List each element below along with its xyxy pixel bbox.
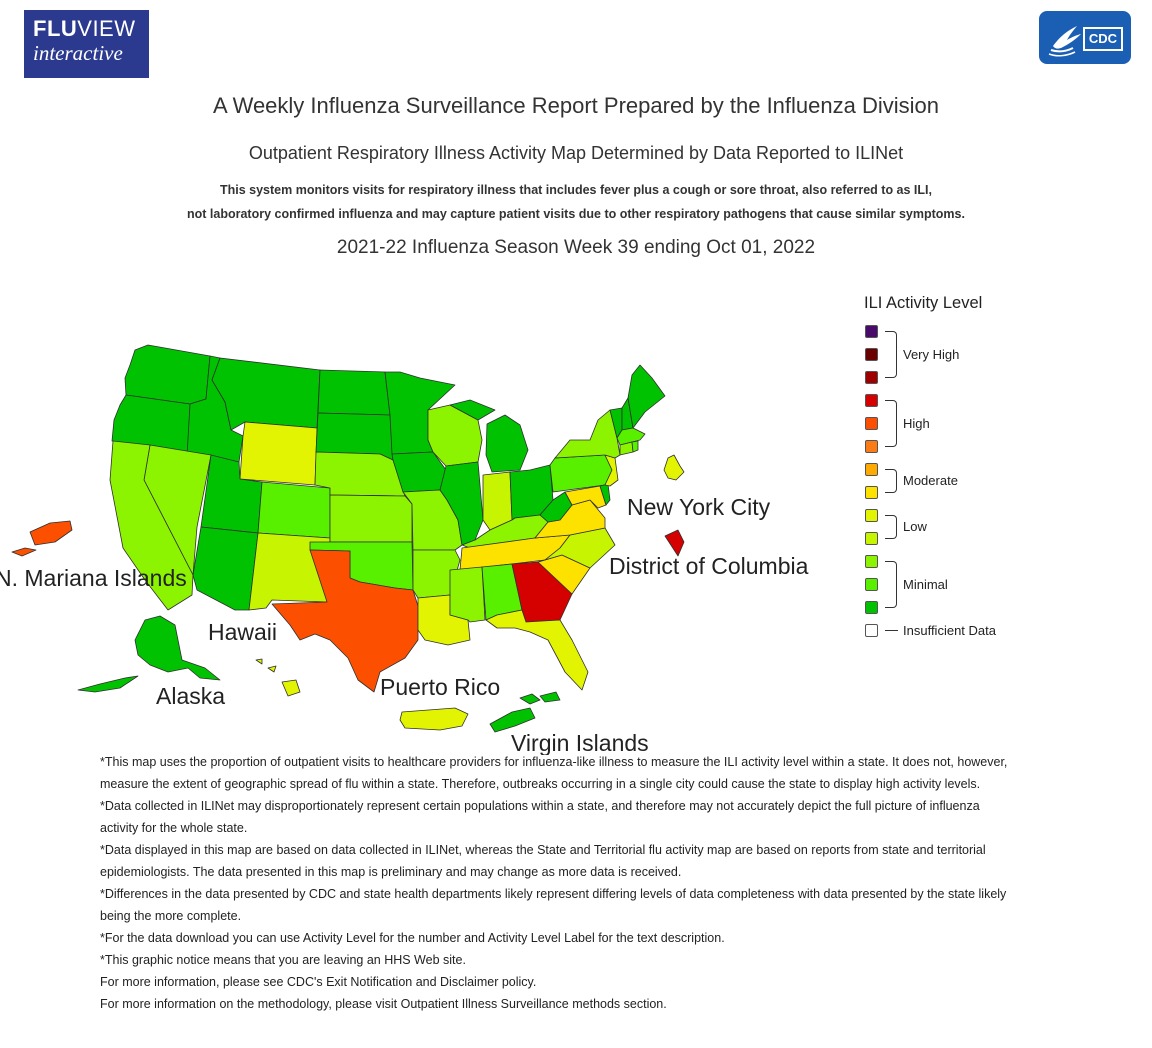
activity-legend: ILI Activity Level Very High High Modera… <box>864 294 1034 654</box>
state-nd[interactable] <box>317 369 391 416</box>
state-ca[interactable] <box>109 440 194 611</box>
legend-swatch-6[interactable] <box>865 486 878 499</box>
label-mariana: N. Mariana Islands <box>0 565 187 591</box>
legend-bracket-very-high <box>885 331 897 378</box>
legend-swatch-13[interactable] <box>865 325 878 338</box>
state-ks[interactable] <box>329 494 413 543</box>
cdc-logo[interactable]: CDC <box>1039 11 1131 64</box>
legend-swatch-8[interactable] <box>865 440 878 453</box>
legend-swatch-4[interactable] <box>865 532 878 545</box>
state-az[interactable] <box>192 526 259 611</box>
legend-label-high: High <box>903 416 930 431</box>
legend-insufficient-dash <box>885 630 898 631</box>
state-mi[interactable] <box>449 399 529 473</box>
legend-bracket-low <box>885 515 897 539</box>
state-me[interactable] <box>627 364 666 429</box>
note-item: *Differences in the data presented by CD… <box>100 887 1007 923</box>
legend-bracket-moderate <box>885 469 897 493</box>
note-item: *For the data download you can use Activ… <box>100 931 725 945</box>
legend-label-low: Low <box>903 519 927 534</box>
legend-label-moderate: Moderate <box>903 473 958 488</box>
legend-label-very-high: Very High <box>903 347 960 362</box>
label-nyc: New York City <box>627 494 771 520</box>
state-nc[interactable] <box>537 527 616 569</box>
legend-swatch-10[interactable] <box>865 394 878 407</box>
state-ny[interactable] <box>554 409 621 459</box>
alaska-inset[interactable] <box>77 615 221 693</box>
mariana-inset[interactable] <box>11 520 73 557</box>
ili-activity-map: New York City District of Columbia N. Ma… <box>0 344 809 755</box>
note-item: For more information on the methodology,… <box>100 997 667 1011</box>
puerto-rico-inset[interactable] <box>399 707 469 731</box>
label-alaska: Alaska <box>156 683 225 709</box>
dc-inset[interactable] <box>664 529 685 557</box>
state-tx[interactable] <box>271 549 419 693</box>
legend-title: ILI Activity Level <box>864 294 983 312</box>
label-hawaii: Hawaii <box>208 619 277 645</box>
hhs-eagle-icon <box>1048 26 1081 57</box>
fluview-logo[interactable]: FLUVIEW interactive <box>24 10 149 78</box>
legend-swatch-2[interactable] <box>865 578 878 591</box>
legend-swatch-insufficient[interactable] <box>865 624 878 637</box>
state-co[interactable] <box>257 481 331 539</box>
label-puerto-rico: Puerto Rico <box>380 674 500 700</box>
legend-swatch-7[interactable] <box>865 463 878 476</box>
map-notes: *This map uses the proportion of outpati… <box>100 751 1010 1015</box>
legend-swatch-3[interactable] <box>865 555 878 568</box>
map-subtitle: Outpatient Respiratory Illness Activity … <box>248 143 904 163</box>
description-line-2: not laboratory confirmed influenza and m… <box>187 207 965 221</box>
virgin-islands-inset[interactable] <box>489 691 561 733</box>
label-dc: District of Columbia <box>609 553 809 579</box>
legend-label-insufficient: Insufficient Data <box>903 623 996 638</box>
note-item: *This graphic notice means that you are … <box>100 953 466 967</box>
report-title: A Weekly Influenza Surveillance Report P… <box>213 93 939 118</box>
note-item: *Data collected in ILINet may disproport… <box>100 799 980 835</box>
note-item: For more information, please see CDC's E… <box>100 975 537 989</box>
fluview-logo-wordmark: FLUVIEW <box>33 16 136 41</box>
note-item: *This map uses the proportion of outpati… <box>100 755 1008 791</box>
fluview-logo-tagline: interactive <box>33 41 123 65</box>
state-ri[interactable] <box>631 440 639 453</box>
legend-swatch-12[interactable] <box>865 348 878 361</box>
label-virgin-islands: Virgin Islands <box>511 730 649 755</box>
hawaii-inset[interactable] <box>255 658 301 697</box>
legend-swatch-9[interactable] <box>865 417 878 430</box>
state-wa[interactable] <box>124 344 211 405</box>
legend-swatch-1[interactable] <box>865 601 878 614</box>
legend-bracket-minimal <box>885 561 897 608</box>
state-wy[interactable] <box>239 421 318 486</box>
description-line-1: This system monitors visits for respirat… <box>219 183 932 197</box>
state-fl[interactable] <box>485 609 589 691</box>
state-in[interactable] <box>482 471 513 531</box>
cdc-logo-text: CDC <box>1083 27 1123 51</box>
legend-swatch-11[interactable] <box>865 371 878 384</box>
legend-label-minimal: Minimal <box>903 577 948 592</box>
state-ms[interactable] <box>449 566 486 623</box>
legend-bracket-high <box>885 400 897 447</box>
nyc-inset[interactable] <box>663 454 685 481</box>
legend-swatch-5[interactable] <box>865 509 878 522</box>
note-item: *Data displayed in this map are based on… <box>100 843 986 879</box>
season-week-heading: 2021-22 Influenza Season Week 39 ending … <box>336 237 816 258</box>
